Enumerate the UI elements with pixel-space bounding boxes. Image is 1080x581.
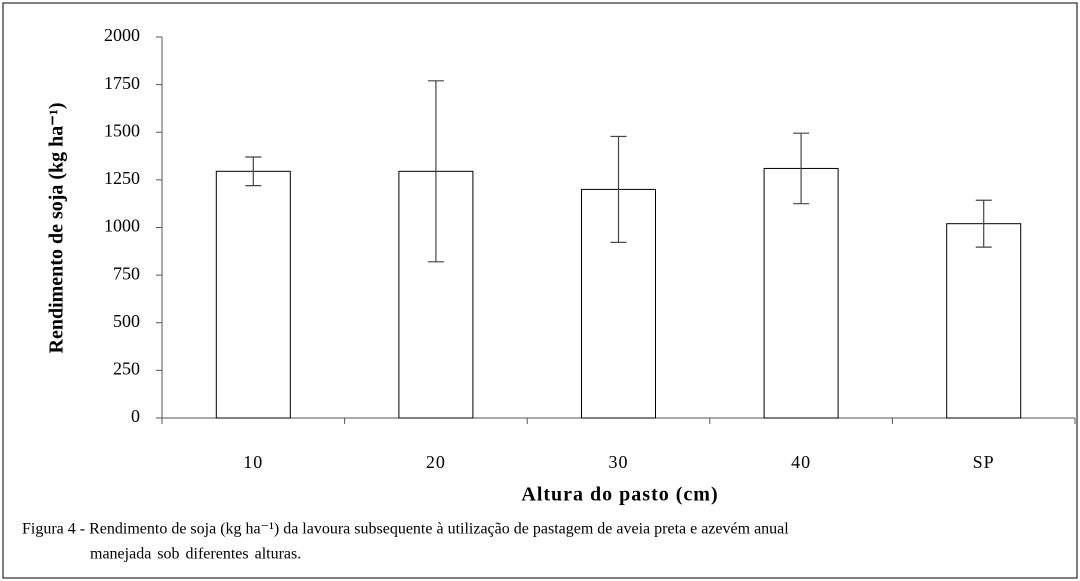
error-bar <box>975 199 992 248</box>
error-bar <box>793 132 810 205</box>
x-tick-label: 10 <box>243 452 263 472</box>
y-tick-label: 1250 <box>104 168 140 188</box>
caption-line: manejada sob diferentes alturas. <box>90 546 301 563</box>
x-tick-label: 30 <box>609 452 629 472</box>
x-axis-title: Altura do pasto (cm) <box>521 484 718 506</box>
y-tick-label: 1500 <box>104 120 140 140</box>
error-bar <box>610 135 627 243</box>
x-tick-label: 40 <box>791 452 811 472</box>
y-tick-label: 1000 <box>104 216 140 236</box>
bar <box>946 223 1022 419</box>
error-bar <box>245 156 262 187</box>
y-axis-title: Rendimento de soja (kg ha⁻¹) <box>46 102 68 353</box>
x-tick-label: 20 <box>426 452 446 472</box>
bar <box>763 167 839 419</box>
bar <box>215 170 291 419</box>
x-tick-label: SP <box>973 452 995 472</box>
y-tick-label: 250 <box>113 359 140 379</box>
caption-line: Figura 4 - Rendimento de soja (kg ha⁻¹) … <box>22 521 789 538</box>
y-tick-label: 2000 <box>104 25 140 45</box>
y-tick-label: 500 <box>113 311 140 331</box>
y-tick-label: 750 <box>113 263 140 283</box>
y-tick-label: 0 <box>131 406 140 426</box>
y-tick-label: 1750 <box>104 73 140 93</box>
error-bar <box>427 80 444 263</box>
